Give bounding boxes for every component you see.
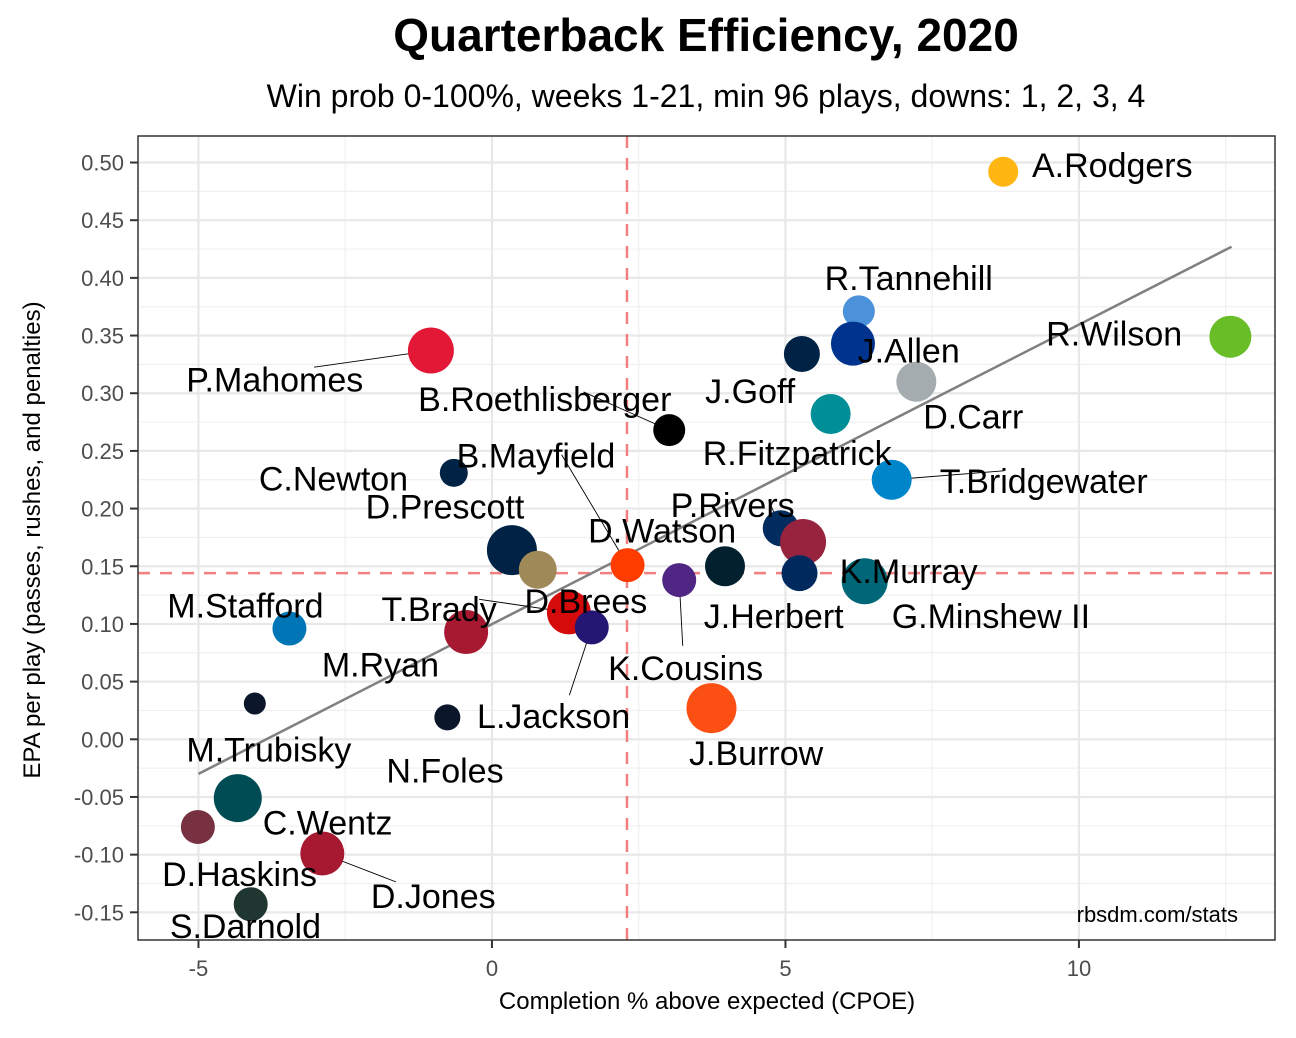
source-caption: rbsdm.com/stats [1077,902,1238,927]
point-d-carr [896,361,937,402]
data-labels: A.Rodgers R.Wilson R.Tannehill J.Allen J.Gof… [162,147,1193,946]
axes: -5 0 5 10 -0.15 -0.10 -0.05 0.00 0.05 0.10 0.15 0.2… [74,151,1091,981]
point-j-herbert [781,555,818,592]
point-m-ryan [444,610,489,655]
reference-lines [138,136,1275,940]
y-tick-label: 0.10 [81,612,124,637]
point-c-newton [439,458,468,487]
x-tick-label: 10 [1067,956,1091,981]
label-r-tannehill: R.Tannehill [825,260,993,298]
point-s-darnold [233,887,268,922]
point-d-jones [300,831,345,876]
point-d-watson [704,546,745,587]
point-j-goff [783,336,820,373]
point-b-roethlisberger [653,414,686,447]
y-tick-label: 0.45 [81,208,124,233]
data-points [180,156,1252,922]
y-tick-label: 0.05 [81,670,124,695]
point-c-wentz [213,774,262,823]
label-d-watson: D.Watson [588,513,736,551]
label-j-herbert: J.Herbert [704,598,844,636]
y-tick-label: 0.20 [81,497,124,522]
point-k-cousins [662,563,697,598]
x-axis-label: Completion % above expected (CPOE) [498,988,916,1015]
x-tick-label: 0 [486,956,498,981]
point-r-wilson [1209,315,1252,358]
label-r-fitzpatrick: R.Fitzpatrick [703,435,893,473]
point-k-murray [780,519,827,566]
point-g-minshew-ii [841,558,888,605]
point-l-jackson [574,610,609,645]
label-t-bridgewater: T.Bridgewater [940,463,1148,501]
label-m-stafford: M.Stafford [167,587,323,625]
chart-title: Quarterback Efficiency, 2020 [393,9,1019,61]
trend-line-group [197,245,1233,776]
point-b-mayfield [610,548,645,583]
grid [138,136,1275,940]
y-tick-label: 0.30 [81,381,124,406]
point-m-stafford [272,611,307,646]
y-tick-label: -0.15 [74,900,124,925]
label-d-brees: D.Brees [524,583,647,621]
label-r-wilson: R.Wilson [1046,315,1182,353]
label-l-jackson: L.Jackson [477,698,630,736]
chart-subtitle: Win prob 0-100%, weeks 1-21, min 96 play… [266,78,1146,114]
label-d-haskins: D.Haskins [162,856,317,894]
point-j-burrow [686,683,737,734]
label-p-rivers: P.Rivers [671,487,795,525]
point-r-fitzpatrick [810,393,851,434]
label-d-prescott: D.Prescott [366,488,525,526]
label-k-murray: K.Murray [840,553,978,591]
label-d-carr: D.Carr [923,398,1023,436]
y-tick-label: 0.35 [81,324,124,349]
point-t-bridgewater [871,459,912,500]
point-p-mahomes [407,327,454,374]
label-d-jones: D.Jones [371,878,496,916]
label-j-burrow: J.Burrow [689,735,824,773]
regression-line [197,245,1233,776]
leader-b-mayfield [561,454,628,566]
label-c-wentz: C.Wentz [263,804,393,842]
y-tick-label: 0.00 [81,727,124,752]
plot-panel-border [137,135,1276,941]
y-tick-label: 0.25 [81,439,124,464]
label-j-goff: J.Goff [705,373,796,411]
label-a-rodgers: A.Rodgers [1032,147,1193,185]
y-tick-label: -0.10 [74,843,124,868]
label-m-trubisky: M.Trubisky [186,732,351,770]
point-d-haskins [180,809,215,844]
x-tick-label: 5 [779,956,791,981]
label-t-brady: T.Brady [381,591,496,629]
y-tick-label: -0.05 [74,785,124,810]
label-b-mayfield: B.Mayfield [457,438,616,476]
point-n-foles [434,704,461,731]
y-tick-label: 0.40 [81,266,124,291]
x-tick-label: -5 [189,956,209,981]
label-k-cousins: K.Cousins [608,650,763,688]
label-b-roethlisberger: B.Roethlisberger [418,381,671,419]
point-m-trubisky [243,692,266,715]
label-c-newton: C.Newton [259,461,408,499]
point-d-brees [518,550,557,589]
label-m-ryan: M.Ryan [322,646,439,684]
y-tick-label: 0.50 [81,151,124,176]
point-a-rodgers [988,156,1019,187]
point-j-allen [830,321,875,366]
point-r-tannehill [842,295,875,328]
label-p-mahomes: P.Mahomes [186,361,363,399]
label-n-foles: N.Foles [386,752,503,790]
y-tick-label: 0.15 [81,554,124,579]
label-j-allen: J.Allen [858,333,960,371]
label-g-minshew-ii: G.Minshew II [892,598,1090,636]
